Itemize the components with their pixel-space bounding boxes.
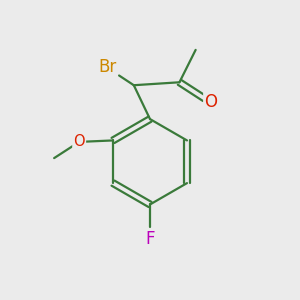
Text: O: O [74, 134, 85, 149]
Text: O: O [205, 93, 218, 111]
Text: F: F [145, 230, 155, 248]
Text: Br: Br [98, 58, 116, 76]
